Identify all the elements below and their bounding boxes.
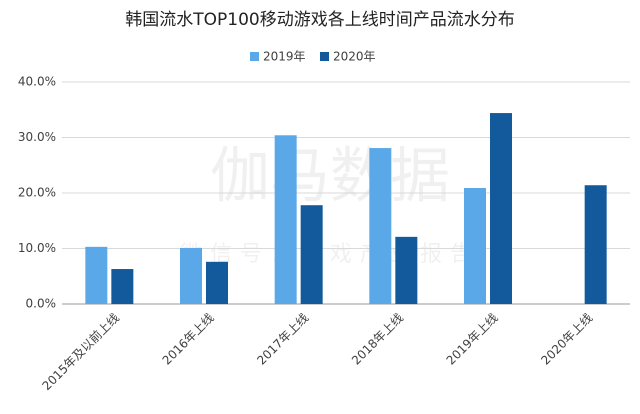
bar (584, 185, 607, 304)
legend-swatch (320, 52, 329, 61)
bar (206, 261, 228, 304)
legend-label: 2020年 (333, 50, 376, 64)
bar (274, 135, 297, 304)
x-tick-label: 2015年及以前上线 (39, 310, 122, 393)
y-tick-label: 0.0% (26, 297, 57, 311)
x-tick-label: 2017年上线 (254, 311, 311, 368)
x-tick-label: 2019年上线 (444, 311, 501, 368)
y-tick-label: 20.0% (18, 186, 56, 200)
legend-label: 2019年 (263, 50, 306, 64)
bar (464, 188, 486, 304)
watermark: 伽马数据 (210, 142, 450, 212)
y-tick-label: 10.0% (18, 241, 56, 255)
bar (395, 236, 418, 304)
legend-swatch (250, 52, 259, 61)
chart-title: 韩国流水TOP100移动游戏各上线时间产品流水分布 (125, 10, 514, 30)
x-tick-label: 2020年上线 (538, 311, 595, 368)
bar (85, 246, 108, 304)
bar (490, 113, 512, 304)
x-tick-label: 2016年上线 (160, 311, 217, 368)
watermark-sub: 微信号：游戏产业报告 (180, 242, 480, 267)
x-tick-label: 2018年上线 (349, 311, 406, 368)
bar (369, 148, 392, 304)
bar (180, 247, 202, 304)
y-tick-label: 40.0% (18, 75, 56, 89)
bar (300, 205, 323, 304)
y-tick-label: 30.0% (18, 130, 56, 144)
bar (111, 269, 134, 304)
